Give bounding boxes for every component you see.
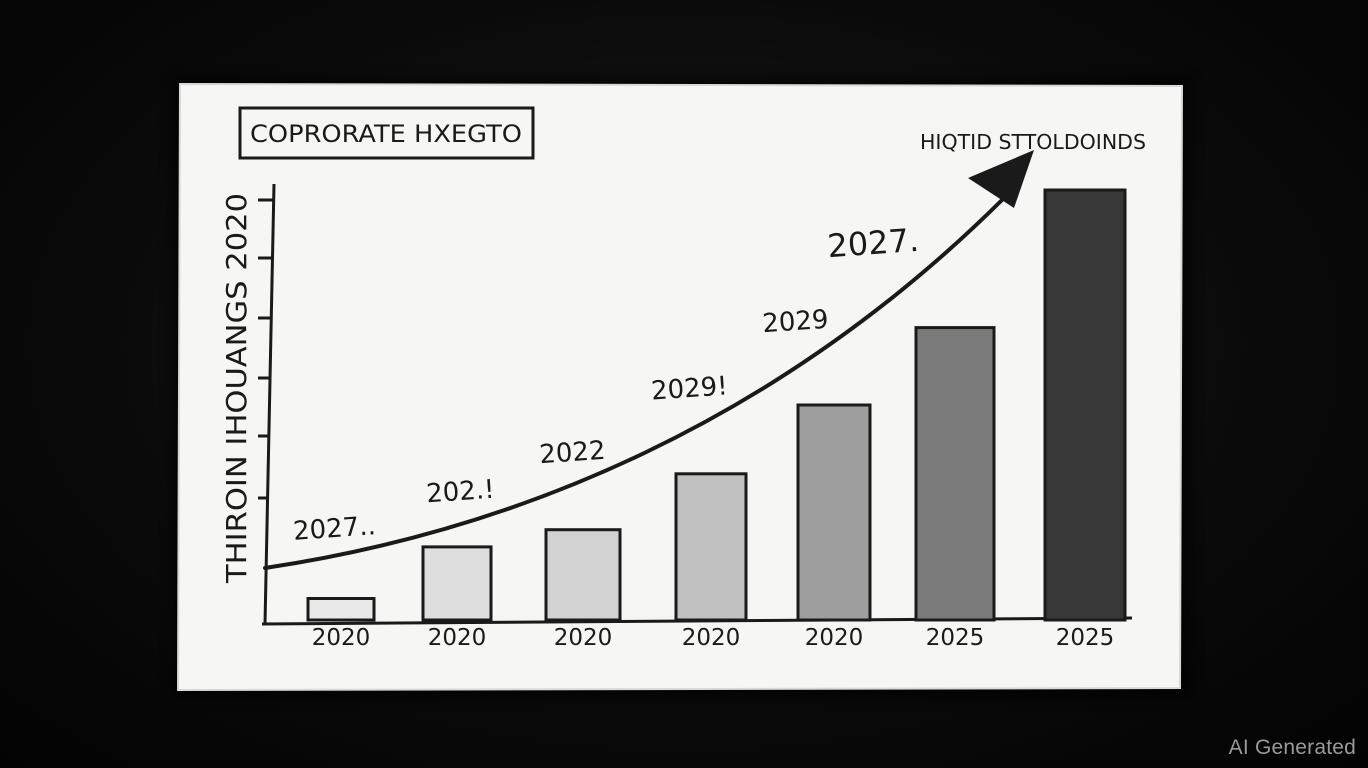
trend-arrowhead-icon [968,150,1034,208]
bar [1043,188,1127,622]
x-tick-labels: 2020 2020 2020 2020 2020 2025 2025 [312,625,1115,651]
trend-label: 2027. [826,221,920,265]
bar [544,528,622,622]
ai-generated-watermark: AI Generated [1228,736,1356,759]
x-tick-label: 2020 [312,625,371,651]
trend-label: 202.! [425,475,495,510]
bar [674,472,748,622]
trend-labels: 2027.. 202.! 2022 2029! 2029 2027. [292,221,920,547]
x-tick-label: 2020 [805,625,864,651]
bar [914,326,996,622]
bar [796,403,872,622]
x-tick-label: 2025 [1056,625,1115,651]
y-axis-label: THIROIN IHOUANGS 2020 [220,193,253,584]
trend-label: 2029! [650,371,728,406]
arrow-annotation: HIQTID STTOLDOINDS [920,130,1146,154]
x-tick-label: 2025 [926,625,985,651]
bars-group [306,188,1127,622]
x-tick-label: 2020 [682,625,741,651]
trend-arrow-line [263,198,1004,570]
trend-label: 2027.. [292,511,377,547]
trend-label: 2022 [538,436,606,471]
x-tick-label: 2020 [554,625,613,651]
trend-label: 2029 [761,305,829,340]
y-axis [258,183,276,625]
bar [421,545,493,622]
bar [306,597,376,622]
x-tick-label: 2020 [428,625,487,651]
chart-title-box [238,106,535,160]
chart-title: COPRORATE HXEGTO [250,120,522,148]
